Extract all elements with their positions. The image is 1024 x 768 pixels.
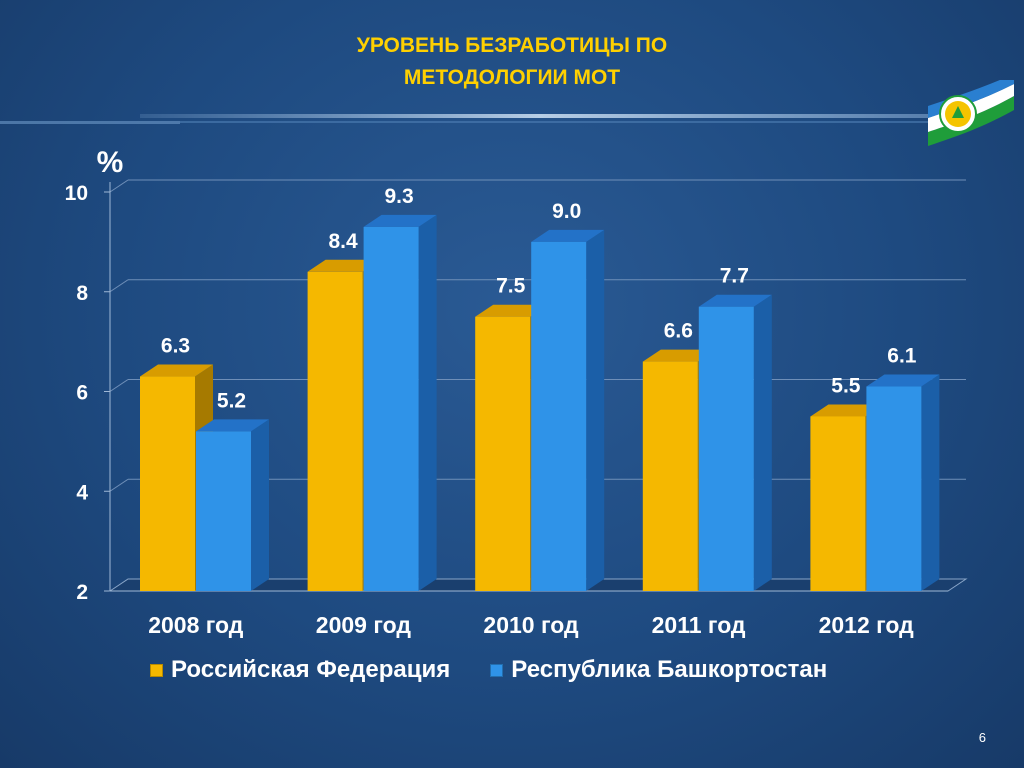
- legend-label-russia: Российская Федерация: [171, 656, 451, 683]
- bar-top: [698, 294, 772, 307]
- x-category-label: 2011 год: [652, 612, 746, 638]
- bar-russia: [307, 271, 363, 591]
- bar-side: [921, 374, 940, 591]
- legend-swatch-russia: [150, 663, 163, 677]
- bar-russia: [475, 316, 531, 591]
- bar-top: [475, 304, 549, 317]
- gridline-depth: [109, 379, 129, 392]
- data-label: 9.3: [384, 185, 413, 208]
- y-tick-label: 6: [76, 382, 88, 405]
- gridline-depth: [109, 478, 129, 492]
- data-label: 5.5: [831, 374, 861, 397]
- bar-top: [810, 404, 884, 417]
- slide-title-line-1: УРОВЕНЬ БЕЗРАБОТИЦЫ ПО: [356, 34, 668, 57]
- x-category-label: 2008 год: [148, 612, 244, 638]
- data-label: 6.1: [887, 345, 917, 368]
- x-category-label: 2012 год: [819, 612, 915, 638]
- legend-item-russia: Российская Федерация: [150, 656, 450, 684]
- y-tick-label: 2: [76, 581, 88, 604]
- legend-item-bashkortostan: Республика Башкортостан: [490, 656, 827, 684]
- bar-bashkortostan: [531, 241, 587, 591]
- data-label: 9.0: [552, 200, 581, 223]
- x-category-label: 2009 год: [316, 612, 412, 638]
- bar-bashkortostan: [866, 386, 922, 591]
- bar-side: [586, 229, 605, 591]
- bar-top: [531, 229, 605, 242]
- legend-label-bashkortostan: Республика Башкортостан: [511, 656, 828, 683]
- slide-title: УРОВЕНЬ БЕЗРАБОТИЦЫ ПО МЕТОДОЛОГИИ МОТ: [262, 30, 762, 94]
- bar-russia: [642, 361, 698, 591]
- data-label: 6.6: [664, 320, 693, 343]
- y-axis-unit-label: %: [97, 146, 124, 179]
- data-label: 7.5: [496, 275, 526, 298]
- data-label: 5.2: [217, 389, 246, 412]
- y-tick-label: 4: [76, 481, 88, 504]
- bar-top: [140, 364, 213, 377]
- bar-top: [642, 349, 716, 362]
- bar-top: [866, 374, 940, 387]
- page-number: 6: [978, 730, 986, 745]
- bar-russia: [810, 416, 866, 591]
- bar-top: [196, 419, 269, 432]
- bar-bashkortostan: [196, 431, 251, 591]
- gridline-depth: [109, 279, 129, 293]
- data-label: 8.4: [328, 230, 358, 253]
- bar-side: [753, 294, 772, 591]
- bar-bashkortostan: [363, 226, 419, 591]
- bar-russia: [140, 376, 195, 591]
- bar-side: [251, 419, 269, 591]
- bashkortostan-flag-emblem: [928, 80, 1014, 146]
- decorative-divider: [0, 114, 940, 124]
- x-category-label: 2010 год: [483, 612, 579, 638]
- y-tick-label: 10: [65, 182, 88, 205]
- legend-swatch-bashkortostan: [490, 663, 504, 677]
- data-label: 6.3: [161, 335, 190, 358]
- y-tick-label: 8: [76, 282, 88, 305]
- bar-bashkortostan: [698, 306, 754, 591]
- chart-legend: Российская Федерация Республика Башкорто…: [150, 656, 867, 684]
- gridline-depth: [109, 179, 129, 193]
- slide-title-line-2: МЕТОДОЛОГИИ МОТ: [403, 66, 621, 89]
- bar-side: [418, 214, 437, 591]
- data-label: 7.7: [720, 265, 749, 288]
- bar-top: [363, 214, 437, 227]
- bar-top: [307, 259, 381, 272]
